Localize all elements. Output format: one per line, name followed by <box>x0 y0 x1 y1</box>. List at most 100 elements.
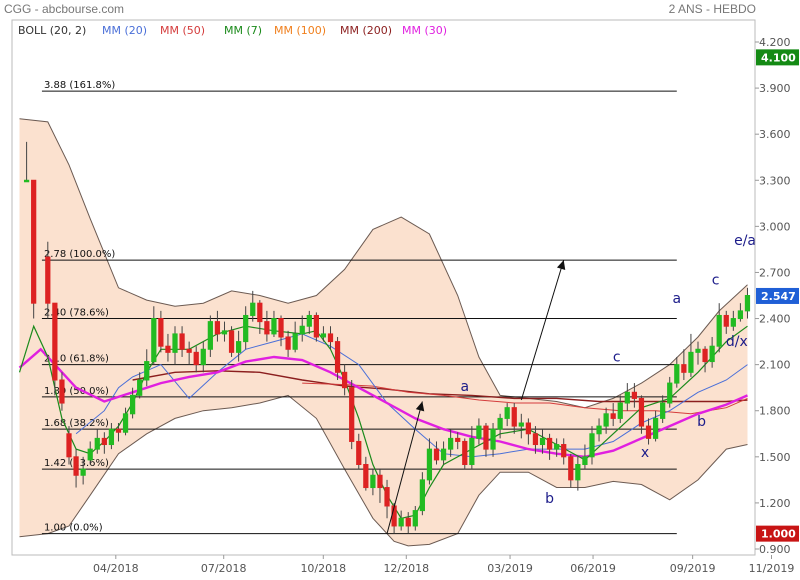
candle-body <box>398 517 404 527</box>
candle-body <box>596 425 602 435</box>
candle-body <box>80 468 86 476</box>
candle-body <box>236 341 242 353</box>
candle-body <box>652 417 659 439</box>
x-tick-label: 09/2019 <box>670 562 716 575</box>
fib-label: 2.78 (100.0%) <box>44 249 115 260</box>
x-tick-label: 07/2018 <box>201 562 247 575</box>
candle-body <box>299 325 305 335</box>
candle-body <box>158 318 164 347</box>
candle-body <box>405 517 411 527</box>
candle-body <box>193 351 199 366</box>
candle-body <box>624 391 630 404</box>
legend-item: MM (100) <box>274 24 326 37</box>
candle-body <box>561 444 567 458</box>
y-tick-label: 2.100 <box>759 359 791 372</box>
candle-body <box>497 417 503 430</box>
candle-body <box>702 348 708 363</box>
candle-body <box>419 479 425 512</box>
candle-body <box>115 428 122 433</box>
candle-body <box>172 333 178 353</box>
wave-label: c <box>613 350 621 366</box>
candle-body <box>483 425 489 450</box>
candle-body <box>455 437 461 442</box>
candle-body <box>688 351 694 373</box>
price-badge-bg <box>756 49 799 66</box>
candle-body <box>306 314 312 327</box>
candle-body <box>462 440 468 466</box>
legend-item: BOLL (20, 2) <box>18 24 86 37</box>
trend-arrow-line <box>520 260 565 401</box>
candle-body <box>737 310 744 320</box>
legend-item: MM (20) <box>102 24 147 37</box>
candle-body <box>363 464 369 489</box>
candle-body <box>200 348 206 366</box>
candle-body <box>469 437 475 465</box>
wave-label: e/a ? <box>734 233 768 249</box>
price-badge-bg <box>756 525 799 542</box>
fibonacci-levels: 3.88 (161.8%) 2.78 (100.0%) 2.40 (78.6%) 2.… <box>41 80 677 535</box>
candle-body <box>709 345 715 363</box>
candle-body <box>52 302 58 381</box>
fib-label: 3.88 (161.8%) <box>44 80 115 91</box>
candle-body <box>228 330 235 353</box>
indicator-legend: BOLL (20, 2) MM (20) MM (50) MM (7) MM (100)… <box>18 24 447 37</box>
candle-body <box>250 302 256 316</box>
price-badge-label: 2.547 <box>761 290 796 303</box>
plot-border <box>11 19 756 556</box>
legend-item: MM (50) <box>160 24 205 37</box>
candle-body <box>377 474 383 489</box>
candle-body <box>476 425 482 439</box>
candle-body <box>59 379 65 404</box>
candle-body <box>384 487 390 507</box>
candle-body <box>285 336 291 350</box>
candle-body <box>186 348 192 353</box>
candle-body <box>518 422 524 427</box>
candle-body <box>334 341 341 373</box>
candle-body <box>45 256 51 304</box>
fib-label: 1.68 (38.2%) <box>44 418 109 429</box>
x-tick-label: 03/2019 <box>487 562 533 575</box>
candle-body <box>73 456 79 476</box>
fib-label: 1.00 (0.0%) <box>44 523 103 534</box>
candle-body <box>320 333 327 338</box>
candle-body <box>94 437 100 450</box>
fib-label: 2.10 (61.8%) <box>44 354 109 365</box>
candle-body <box>582 456 588 465</box>
price-badges: 4.100 2.547 1.000 <box>756 49 799 542</box>
candle-body <box>504 407 510 419</box>
candle-body <box>278 318 284 338</box>
candle-body <box>412 510 418 527</box>
candle-body <box>257 302 263 323</box>
candle-body <box>292 333 298 350</box>
candle-body <box>744 295 751 312</box>
legend-item: MM (200) <box>340 24 392 37</box>
candle-body <box>101 437 107 446</box>
candle-body <box>137 379 143 396</box>
candle-body <box>66 433 72 458</box>
candle-body <box>179 333 185 350</box>
candle-body <box>674 364 680 384</box>
candle-body <box>667 382 673 404</box>
candle-body <box>603 413 609 427</box>
candle-body <box>525 422 532 435</box>
y-axis: 4.200 3.900 3.600 3.300 3.000 2.700 2.400 2.100… <box>755 36 791 556</box>
candle-body <box>723 314 729 327</box>
price-badge-label: 1.000 <box>761 528 796 541</box>
candle-body <box>532 433 539 446</box>
mm20-line <box>75 333 748 458</box>
candle-body <box>695 348 701 353</box>
candle-body <box>645 425 652 439</box>
candle-body <box>313 314 319 338</box>
legend-item: MM (7) <box>224 24 262 37</box>
candle-body <box>144 361 150 381</box>
legend-item: MM (30) <box>402 24 447 37</box>
candle-body <box>108 428 115 446</box>
y-tick-label: 2.700 <box>759 266 791 279</box>
candle-body <box>243 314 249 343</box>
candle-body <box>165 345 171 353</box>
bollinger-fill <box>19 118 748 546</box>
wave-label: b <box>545 491 554 507</box>
candle-body <box>568 456 574 481</box>
mm50-line <box>302 382 748 415</box>
